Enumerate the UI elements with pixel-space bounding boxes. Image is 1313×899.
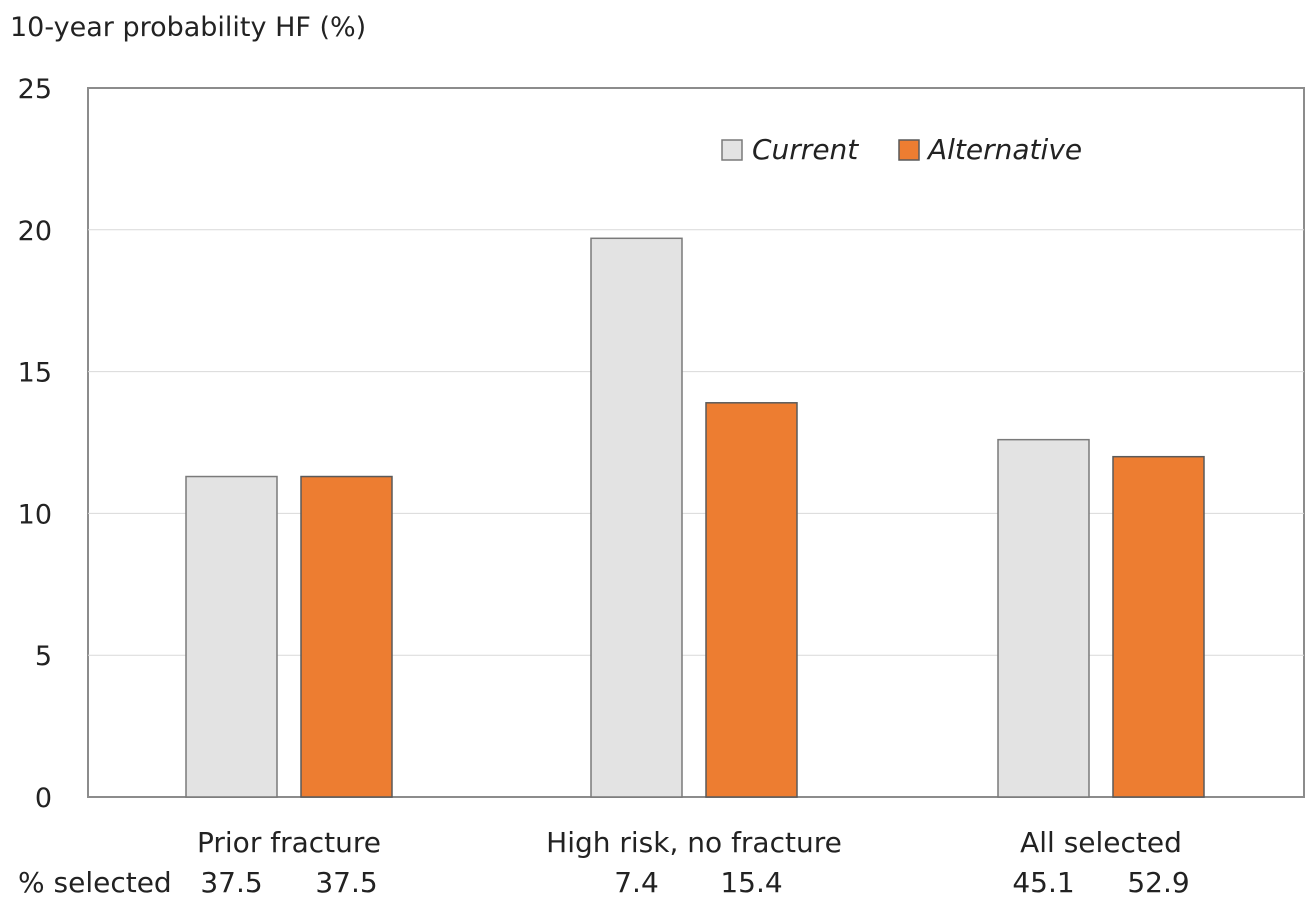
percent-selected-value: 15.4 (720, 866, 782, 899)
y-tick-label: 0 (35, 783, 52, 814)
legend-swatch-current (721, 139, 743, 161)
bar-current-2 (590, 237, 683, 798)
percent-selected-value: 52.9 (1127, 866, 1189, 899)
y-tick-label: 5 (35, 641, 52, 672)
y-tick-label: 15 (18, 358, 52, 389)
legend-label-alternative: Alternative (926, 133, 1082, 166)
category-labels: Prior fracture High risk, no fracture All … (197, 826, 1182, 859)
percent-selected-value: 37.5 (200, 866, 262, 899)
bar-current-3 (997, 438, 1090, 798)
percent-selected-row: % selected 37.5 37.5 7.4 15.4 45.1 52.9 (18, 866, 1190, 899)
percent-selected-value: 37.5 (315, 866, 377, 899)
y-tick-label: 20 (18, 216, 52, 247)
percent-selected-value: 45.1 (1012, 866, 1074, 899)
percent-selected-value: 7.4 (614, 866, 659, 899)
y-axis-ticks: 0 5 10 15 20 25 (18, 74, 52, 814)
y-tick-label: 25 (18, 74, 52, 105)
bar-alternative-1 (300, 475, 393, 798)
plot-area-frame (87, 87, 1305, 798)
percent-selected-label: % selected (18, 866, 172, 899)
category-label: All selected (1020, 826, 1182, 859)
bar-current-1 (185, 475, 278, 798)
bar-alternative-2 (705, 402, 798, 798)
bars (185, 237, 1205, 798)
legend-label-current: Current (752, 133, 859, 166)
legend: Current Alternative (721, 133, 1082, 166)
category-label: High risk, no fracture (546, 826, 842, 859)
legend-swatch-alternative (898, 139, 920, 161)
gridlines (88, 229, 1304, 656)
y-tick-label: 10 (18, 499, 52, 530)
y-axis-label: 10-year probability HF (%) (10, 12, 366, 43)
bar-alternative-3 (1112, 455, 1205, 798)
category-label: Prior fracture (197, 826, 381, 859)
